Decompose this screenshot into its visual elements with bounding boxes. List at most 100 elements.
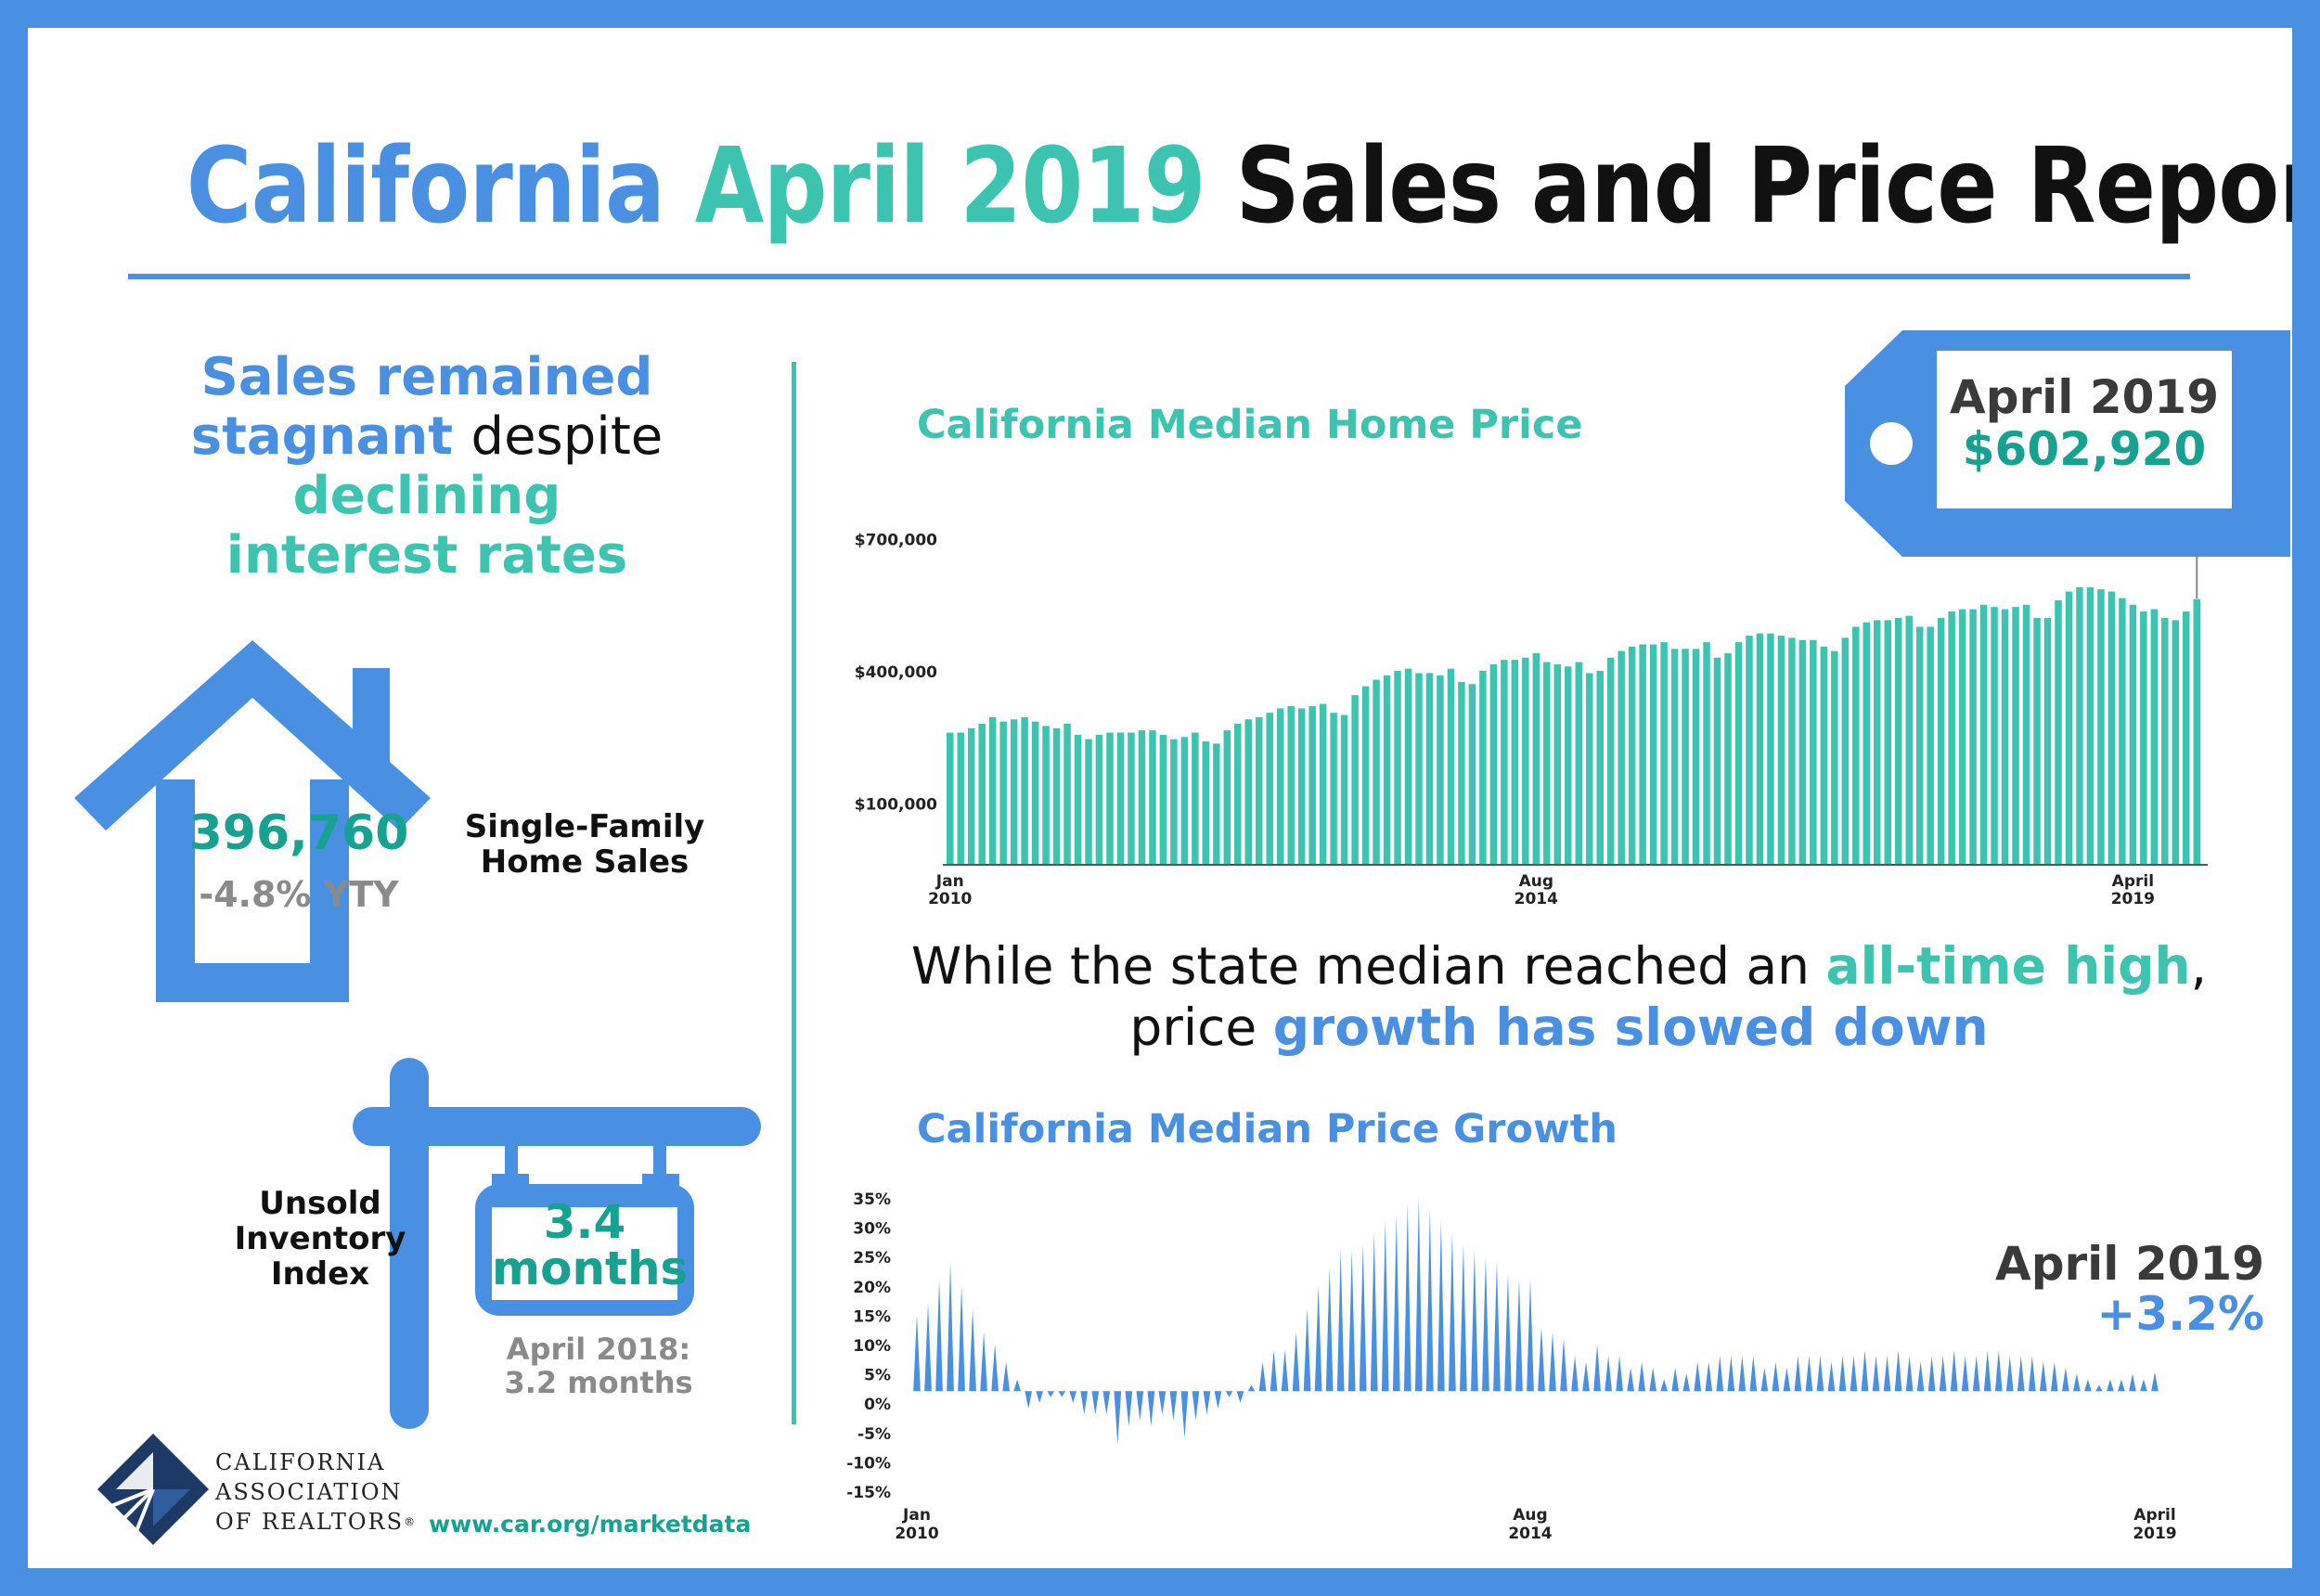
price-bar [947, 732, 954, 865]
price-growth-chart: 35% 30% 25% 20% 15% 10% 5% 0% -5% -10% -15% Jan2010… [846, 1191, 2176, 1543]
growth-spike [1359, 1244, 1367, 1392]
price-bar [2183, 611, 2190, 866]
price-bar [1330, 713, 1337, 866]
growth-x-tick-label: 2010 [895, 1525, 938, 1543]
price-x-tick-label: 2019 [2111, 890, 2155, 908]
growth-spike [1336, 1250, 1345, 1392]
logo-reg: ® [404, 1515, 418, 1528]
growth-spike [1281, 1349, 1289, 1392]
growth-spike [1136, 1391, 1144, 1421]
price-bar [2172, 620, 2180, 866]
price-bar [978, 724, 986, 865]
price-bar [2140, 611, 2147, 866]
inventory-value-unit: months [492, 1242, 689, 1295]
inventory-label-line1: Unsold [259, 1185, 381, 1222]
growth-spike [2095, 1384, 2103, 1392]
growth-spike [1347, 1250, 1356, 1392]
price-bar [1692, 649, 1700, 865]
price-bar [1948, 611, 1955, 866]
price-tag-period: April 2019 [1950, 370, 2219, 424]
growth-spike [1749, 1356, 1758, 1392]
growth-spike [1627, 1367, 1634, 1392]
growth-spike [1649, 1367, 1657, 1392]
growth-y-tick-label: 30% [853, 1220, 891, 1239]
growth-spike [1069, 1391, 1077, 1403]
price-bar [2043, 618, 2052, 865]
growth-spike [1983, 1349, 1991, 1392]
growth-x-tick-label: 2019 [2133, 1525, 2176, 1543]
growth-x-tick-label: Jan [902, 1506, 931, 1525]
growth-spike [1838, 1356, 1847, 1392]
price-bar [1010, 719, 1018, 865]
price-bar [2065, 591, 2073, 865]
price-bar [1340, 714, 1348, 865]
growth-spike [1694, 1361, 1702, 1392]
growth-spike [2073, 1373, 2081, 1392]
growth-spike [1671, 1367, 1680, 1392]
price-bar [1042, 726, 1050, 866]
growth-spike [1994, 1349, 2003, 1392]
price-bar [1085, 739, 1092, 866]
growth-spike [1214, 1391, 1222, 1409]
growth-spike [1927, 1356, 1936, 1392]
statement-all-time-high: all-time high [1825, 936, 2191, 996]
price-bar [1266, 713, 1273, 866]
growth-spike [1682, 1373, 1691, 1392]
price-bar [2129, 604, 2137, 865]
growth-spike [1794, 1356, 1802, 1392]
price-bar [967, 727, 975, 865]
growth-spike [1058, 1391, 1066, 1397]
growth-spike [1314, 1285, 1322, 1392]
price-bar [1639, 644, 1646, 865]
price-bar [1437, 675, 1444, 865]
title-report: Sales and Price Report [1235, 126, 2292, 247]
price-x-tick-label: Jan [935, 872, 964, 891]
column-divider [792, 362, 796, 1424]
sales-label-line1: Single-Family [464, 808, 705, 845]
price-bar [2150, 609, 2159, 865]
price-bar [999, 721, 1007, 866]
growth-spike [1303, 1308, 1311, 1392]
infographic: California April 2019 Sales and Price Re… [28, 28, 2292, 1568]
growth-spike [1047, 1391, 1055, 1397]
logo-line1: CALIFORNIA [215, 1449, 386, 1475]
price-bar [1991, 607, 1998, 866]
growth-spike [1894, 1349, 1902, 1392]
price-bar [2076, 586, 2083, 865]
price-y-tick-label: $700,000 [855, 532, 937, 550]
price-bar [2001, 609, 2009, 865]
growth-callout-period: April 2019 [1995, 1237, 2264, 1291]
growth-spike [1114, 1391, 1122, 1445]
price-bar [1670, 649, 1679, 865]
price-bar [1565, 666, 1572, 865]
market-data-link[interactable]: www.car.org/marketdata [429, 1511, 752, 1538]
price-bar [1202, 741, 1210, 865]
growth-spike [1827, 1361, 1836, 1392]
growth-spike [1236, 1391, 1244, 1403]
growth-spike [1872, 1356, 1880, 1392]
logo-line2: ASSOCIATION [215, 1479, 403, 1505]
price-bar [1915, 626, 1924, 865]
price-bar [1606, 657, 1615, 865]
price-bar [2107, 591, 2116, 865]
inventory-value-number: 3.4 [543, 1195, 626, 1249]
sales-change: -4.8% YTY [199, 874, 399, 915]
price-bar [2022, 604, 2030, 865]
price-bar [1213, 743, 1220, 866]
growth-spike [1258, 1361, 1267, 1392]
headline-interest-rates: interest rates [226, 525, 628, 586]
growth-spike [1549, 1332, 1556, 1392]
growth-x-tick-label: April [2133, 1506, 2175, 1525]
price-x-tick-label: 2014 [1514, 890, 1558, 908]
growth-spike [1002, 1361, 1010, 1392]
price-bar [1649, 644, 1657, 865]
price-bar [2193, 598, 2200, 865]
growth-x-tick-label: Aug [1513, 1506, 1547, 1525]
growth-spike [2151, 1371, 2159, 1392]
growth-spike [1247, 1384, 1256, 1392]
price-bar [1979, 604, 1988, 865]
price-bar [1703, 642, 1710, 866]
price-bar [1458, 681, 1465, 865]
statement-part2: price [1129, 998, 1257, 1057]
